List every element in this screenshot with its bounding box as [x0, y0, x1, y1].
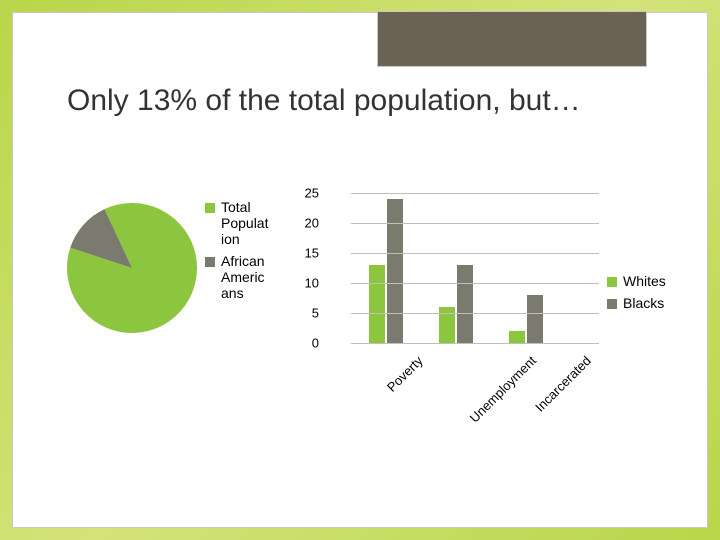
- legend-label: Whites: [623, 273, 666, 289]
- pie-area: Total Populat ion African Americ ans: [67, 193, 285, 497]
- gridline: [351, 253, 599, 254]
- bar-area: 0510152025 PovertyUnemploymentIncarcerat…: [295, 193, 677, 497]
- slide-frame: Only 13% of the total population, but… T…: [12, 12, 708, 528]
- legend-label: African Americ ans: [221, 253, 285, 301]
- bar-group: [509, 295, 543, 343]
- y-tick-label: 15: [305, 246, 319, 261]
- legend-swatch: [205, 203, 215, 213]
- y-tick-label: 5: [312, 306, 319, 321]
- bar-group: [439, 265, 473, 343]
- bar-plot: [323, 193, 599, 343]
- bar-y-axis: 0510152025: [295, 193, 321, 343]
- bar-chart: 0510152025 PovertyUnemploymentIncarcerat…: [295, 193, 599, 413]
- y-tick-label: 25: [305, 186, 319, 201]
- legend-swatch: [607, 277, 617, 287]
- x-tick-label: Incarcerated: [532, 353, 594, 415]
- legend-swatch: [607, 299, 617, 309]
- bar-x-labels: Poverty UnemploymentIncarcerated: [323, 343, 599, 443]
- bar-legend-item: Blacks: [607, 295, 677, 311]
- y-tick-label: 0: [312, 336, 319, 351]
- bar: [369, 265, 385, 343]
- x-tick-label: Unemployment: [467, 353, 539, 425]
- legend-swatch: [205, 257, 215, 267]
- legend-label: Blacks: [623, 295, 664, 311]
- bar: [387, 199, 403, 343]
- pie-legend-item: African Americ ans: [205, 253, 285, 301]
- bar-legend-item: Whites: [607, 273, 677, 289]
- x-tick-label: Poverty: [384, 353, 426, 395]
- bar-legend: Whites Blacks: [607, 273, 677, 497]
- gridline: [351, 313, 599, 314]
- bar: [527, 295, 543, 343]
- slide-title: Only 13% of the total population, but…: [67, 83, 581, 119]
- y-tick-label: 10: [305, 276, 319, 291]
- legend-label: Total Populat ion: [221, 199, 285, 247]
- bar-group: [369, 199, 403, 343]
- bar: [457, 265, 473, 343]
- pie-legend-item: Total Populat ion: [205, 199, 285, 247]
- slide-background: Only 13% of the total population, but… T…: [0, 0, 720, 540]
- pie-legend: Total Populat ion African Americ ans: [205, 199, 285, 497]
- pie-chart: [67, 203, 197, 333]
- decorative-top-box: [377, 11, 647, 67]
- gridline: [351, 223, 599, 224]
- gridline: [351, 283, 599, 284]
- charts-container: Total Populat ion African Americ ans 0 5 10…: [67, 193, 677, 497]
- bar-groups: [351, 193, 599, 343]
- y-tick-label: 20: [305, 216, 319, 231]
- gridline: [351, 193, 599, 194]
- bar: [509, 331, 525, 343]
